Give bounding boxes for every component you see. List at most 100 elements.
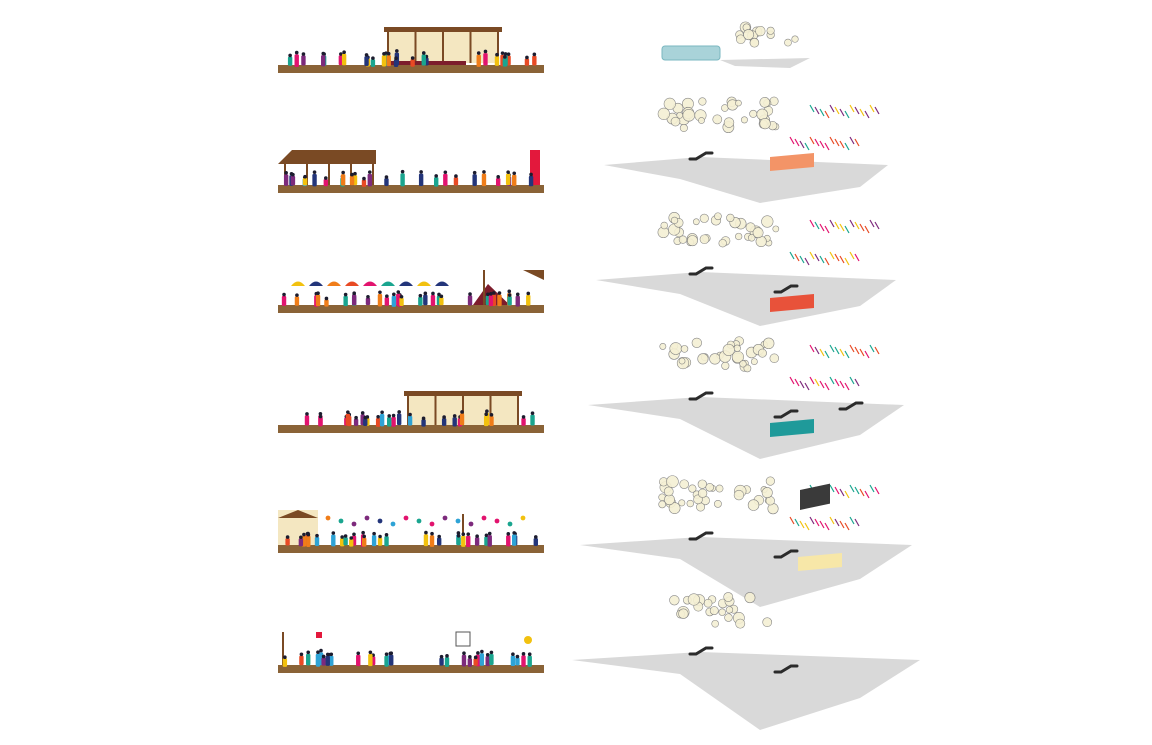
ground-band bbox=[278, 665, 544, 673]
flag-strip bbox=[834, 486, 840, 495]
flag-strip bbox=[834, 518, 840, 527]
person-head bbox=[378, 290, 382, 295]
flag-strip bbox=[819, 255, 825, 264]
section-strips-column bbox=[278, 27, 544, 673]
flag-strip bbox=[839, 380, 845, 389]
lantern bbox=[687, 593, 700, 606]
person-head bbox=[506, 52, 511, 56]
person-body bbox=[485, 656, 490, 667]
person-head bbox=[329, 652, 334, 657]
person-head bbox=[316, 650, 320, 654]
person-body bbox=[367, 173, 372, 187]
person-head bbox=[283, 655, 287, 659]
flag-strip bbox=[864, 350, 870, 359]
person-head bbox=[503, 55, 507, 59]
lantern bbox=[725, 606, 734, 614]
lantern bbox=[769, 353, 780, 364]
person-head bbox=[439, 294, 444, 299]
flag-strip bbox=[794, 378, 800, 387]
flag-strip bbox=[794, 138, 800, 147]
lantern bbox=[663, 486, 674, 497]
person-figure bbox=[512, 171, 517, 186]
flag-strip bbox=[799, 380, 805, 389]
lantern bbox=[686, 499, 694, 508]
person-figure bbox=[429, 531, 435, 547]
flag-strip bbox=[834, 253, 840, 262]
lantern bbox=[699, 213, 709, 223]
person-figure bbox=[294, 293, 300, 306]
person-figure bbox=[302, 174, 308, 186]
lantern bbox=[691, 337, 702, 348]
flag-strip bbox=[844, 142, 850, 151]
person-body bbox=[364, 56, 369, 66]
person-figure bbox=[391, 413, 396, 427]
flag-strip bbox=[819, 223, 825, 232]
person-figure bbox=[466, 532, 471, 547]
flag-strip bbox=[804, 522, 810, 531]
flag-strip bbox=[814, 253, 820, 262]
flag bbox=[316, 632, 322, 638]
person-head bbox=[452, 414, 457, 418]
person-figure bbox=[321, 654, 326, 666]
person-figure bbox=[281, 292, 287, 306]
person-body bbox=[351, 294, 357, 306]
person-figure bbox=[290, 172, 296, 186]
flag-strip bbox=[814, 221, 820, 230]
flag-strip bbox=[854, 346, 860, 355]
lantern bbox=[718, 608, 726, 616]
lantern bbox=[749, 109, 758, 118]
person-figure bbox=[283, 170, 289, 186]
flag-strip bbox=[844, 350, 850, 359]
person-head bbox=[384, 532, 389, 537]
person-figure bbox=[483, 49, 488, 66]
umbrella bbox=[327, 281, 341, 286]
person-body bbox=[461, 535, 466, 547]
person-body bbox=[507, 296, 512, 306]
person-body bbox=[371, 535, 377, 547]
person-head bbox=[397, 410, 401, 414]
person-head bbox=[364, 53, 369, 57]
person-figure bbox=[532, 52, 537, 66]
flag-strip bbox=[814, 346, 820, 355]
person-figure bbox=[452, 414, 457, 427]
person-head bbox=[316, 291, 320, 296]
pavilion-post bbox=[517, 396, 519, 427]
person-head bbox=[318, 411, 323, 416]
flag-strip bbox=[809, 104, 815, 113]
person-head bbox=[527, 652, 532, 657]
person-body bbox=[384, 536, 389, 547]
person-figure bbox=[524, 55, 530, 66]
flag-strip bbox=[789, 251, 795, 260]
person-figure bbox=[506, 532, 511, 547]
person-figure bbox=[356, 651, 361, 667]
person-body bbox=[353, 418, 359, 426]
person-head bbox=[430, 531, 434, 536]
person-figure bbox=[371, 531, 377, 547]
person-figure bbox=[393, 56, 399, 67]
person-head bbox=[368, 650, 373, 655]
person-figure bbox=[461, 651, 467, 667]
person-head bbox=[496, 175, 500, 179]
person-head bbox=[386, 51, 391, 56]
lantern bbox=[714, 499, 722, 508]
person-body bbox=[349, 175, 355, 186]
person-figure bbox=[339, 535, 345, 547]
person-body bbox=[472, 174, 477, 187]
balloon bbox=[338, 518, 344, 524]
lantern bbox=[709, 353, 721, 365]
flag-strip bbox=[809, 344, 815, 353]
person-figure bbox=[396, 410, 402, 426]
person-head bbox=[437, 534, 441, 539]
person-body bbox=[515, 295, 520, 307]
escalator-icon bbox=[773, 549, 799, 559]
axon-level-4 bbox=[588, 336, 904, 459]
person-head bbox=[484, 412, 488, 417]
person-head bbox=[507, 289, 512, 294]
lantern bbox=[739, 360, 747, 368]
person-body bbox=[379, 413, 385, 427]
lantern bbox=[723, 117, 735, 128]
person-head bbox=[288, 53, 292, 58]
lantern bbox=[791, 35, 799, 43]
frame-post bbox=[282, 632, 284, 665]
person-body bbox=[530, 414, 535, 426]
